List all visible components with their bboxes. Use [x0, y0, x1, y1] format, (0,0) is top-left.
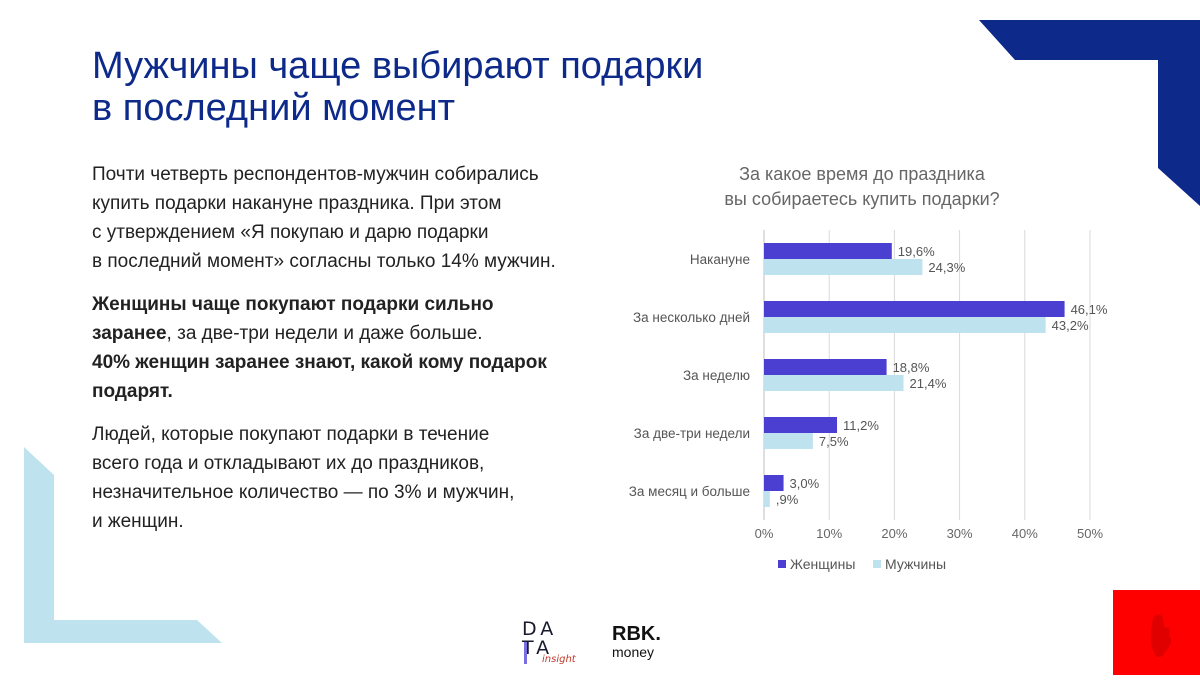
body-text: Почти четверть респондентов-мужчин собир…: [92, 160, 602, 550]
chart-title-line: вы собираетесь купить подарки?: [724, 189, 999, 209]
bottom-left-corner-decoration: [24, 447, 222, 643]
paragraph-2-rest: , за две-три недели и даже больше.: [166, 323, 483, 344]
data-label: ,9%: [776, 492, 799, 507]
data-label: 11,2%: [843, 418, 879, 433]
bar-chart: За какое время до праздника вы собираетес…: [629, 164, 1108, 572]
paragraph-3-line: незначительное количество — по 3% и мужч…: [92, 482, 515, 503]
category-label: Накануне: [690, 252, 750, 267]
bar-men: [764, 317, 1046, 333]
category-label: За месяц и больше: [629, 484, 750, 499]
rbk-logo-text: RBK.: [612, 623, 661, 645]
data-label: 24,3%: [928, 260, 965, 275]
data-insight-logo-sub: insight: [542, 654, 576, 665]
category-label: За две-три недели: [634, 426, 750, 441]
paragraph-3-line: и женщин.: [92, 511, 184, 532]
paragraph-1-line: Почти четверть респондентов-мужчин собир…: [92, 164, 539, 185]
paragraph-2-line: Женщины чаще покупают подарки сильно: [92, 294, 494, 315]
bar-men: [764, 259, 923, 275]
data-label: 21,4%: [910, 376, 947, 391]
paragraph-3-line: всего года и откладывают их до празднико…: [92, 453, 485, 474]
paragraph-2-line: заранее, за две-три недели и даже больше…: [92, 319, 602, 348]
legend-label: Женщины: [790, 556, 855, 572]
x-tick-label: 10%: [816, 526, 842, 541]
data-label: 46,1%: [1071, 302, 1108, 317]
bar-women: [764, 475, 784, 491]
paragraph-2: Женщины чаще покупают подарки сильно зар…: [92, 290, 602, 406]
bar-men: [764, 491, 770, 507]
data-insight-logo-bar: [524, 642, 527, 664]
paragraph-2-bold-word: заранее: [92, 323, 167, 344]
rbk-logo-sub: money: [612, 644, 655, 660]
x-tick-label: 30%: [947, 526, 973, 541]
data-label: 3,0%: [790, 476, 820, 491]
bar-women: [764, 359, 887, 375]
legend-swatch: [778, 560, 786, 568]
rbk-money-logo: RBK. money: [612, 624, 661, 659]
data-label: 18,8%: [893, 360, 930, 375]
paragraph-1-line: в последний момент» согласны только 14% …: [92, 251, 556, 272]
page-title: Мужчины чаще выбирают подарки в последни…: [92, 45, 703, 129]
data-label: 7,5%: [819, 434, 849, 449]
paragraph-1-line: с утверждением «Я покупаю и дарю подарки: [92, 222, 489, 243]
category-label: За неделю: [683, 368, 750, 383]
paragraph-2-line: 40% женщин заранее знают, какой кому под…: [92, 352, 547, 373]
category-label: За несколько дней: [633, 310, 750, 325]
top-right-corner-decoration: [979, 20, 1200, 206]
data-label: 19,6%: [898, 244, 935, 259]
bar-men: [764, 433, 813, 449]
paragraph-1: Почти четверть респондентов-мужчин собир…: [92, 160, 602, 276]
title-line-2: в последний момент: [92, 87, 456, 129]
red-accent-block: [1113, 590, 1200, 675]
x-tick-label: 50%: [1077, 526, 1103, 541]
legend-label: Мужчины: [885, 556, 946, 572]
bar-women: [764, 417, 838, 433]
title-line-1: Мужчины чаще выбирают подарки: [92, 45, 704, 87]
paragraph-2-line: подарят.: [92, 381, 173, 402]
legend-swatch: [873, 560, 881, 568]
x-tick-label: 20%: [881, 526, 907, 541]
paragraph-3-line: Людей, которые покупают подарки в течени…: [92, 424, 490, 445]
data-insight-logo-line1: DA: [522, 618, 558, 640]
bar-men: [764, 375, 904, 391]
bar-women: [764, 301, 1065, 317]
data-insight-logo: DA TA insight: [522, 620, 592, 670]
data-insight-logo-line2: TA: [522, 637, 554, 659]
bar-women: [764, 243, 892, 259]
hand-icon: [1150, 614, 1172, 658]
x-tick-label: 0%: [755, 526, 774, 541]
x-tick-label: 40%: [1012, 526, 1038, 541]
paragraph-3: Людей, которые покупают подарки в течени…: [92, 420, 602, 536]
paragraph-1-line: купить подарки накануне праздника. При э…: [92, 193, 502, 214]
data-label: 43,2%: [1052, 318, 1089, 333]
chart-title-line: За какое время до праздника: [739, 164, 986, 184]
